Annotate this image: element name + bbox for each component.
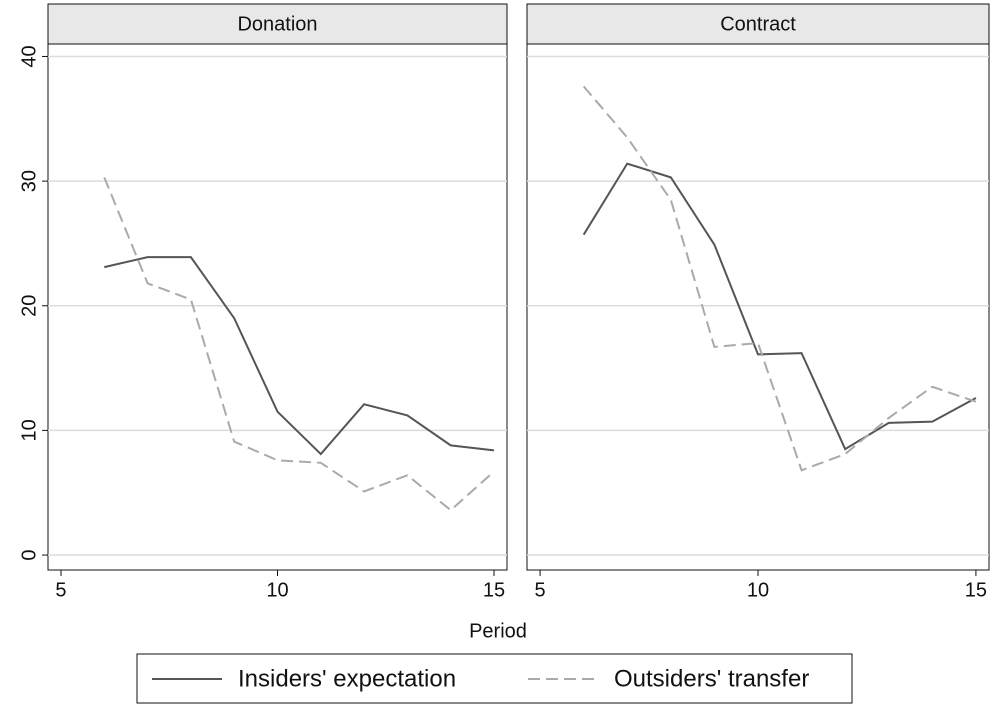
panel-title: Contract xyxy=(720,13,796,35)
y-tick-label: 30 xyxy=(18,170,40,192)
legend-box xyxy=(136,653,853,704)
x-tick-label: 15 xyxy=(965,579,987,601)
panel-title: Donation xyxy=(237,13,317,35)
x-tick-label: 10 xyxy=(747,579,769,601)
legend-label: Insiders' expectation xyxy=(238,665,456,692)
x-tick-label: 5 xyxy=(535,579,546,601)
y-tick-label: 40 xyxy=(18,45,40,67)
panel-header xyxy=(47,3,508,45)
series-line xyxy=(104,256,495,456)
plot-area xyxy=(47,43,508,571)
x-axis-label: Period xyxy=(469,620,527,642)
x-tick-label: 10 xyxy=(266,579,288,601)
series-line xyxy=(582,85,977,472)
legend-label: Outsiders' transfer xyxy=(614,665,809,692)
panel-header xyxy=(526,3,990,45)
y-tick-label: 10 xyxy=(18,419,40,441)
plot-area xyxy=(526,43,990,571)
y-tick-label: 0 xyxy=(18,549,40,560)
series-line xyxy=(103,176,495,512)
y-tick-label: 20 xyxy=(18,295,40,317)
x-tick-label: 5 xyxy=(55,579,66,601)
x-tick-label: 15 xyxy=(483,579,505,601)
series-line xyxy=(582,162,977,451)
